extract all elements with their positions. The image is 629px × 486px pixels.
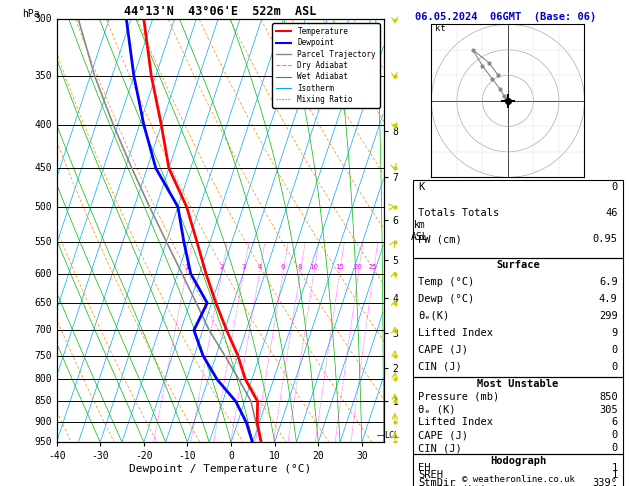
Text: 6: 6	[611, 417, 618, 428]
Text: 0: 0	[611, 345, 618, 355]
Text: 0.95: 0.95	[593, 234, 618, 244]
Text: 850: 850	[34, 397, 52, 406]
Text: 06.05.2024  06GMT  (Base: 06): 06.05.2024 06GMT (Base: 06)	[415, 12, 596, 22]
Text: CIN (J): CIN (J)	[418, 362, 462, 372]
Text: 0: 0	[611, 431, 618, 440]
Text: 4: 4	[257, 264, 262, 270]
Text: 6: 6	[281, 264, 285, 270]
Text: 0: 0	[611, 443, 618, 453]
Text: 1: 1	[184, 264, 189, 270]
Text: θₑ(K): θₑ(K)	[418, 311, 450, 321]
Text: 900: 900	[34, 417, 52, 427]
Text: Lifted Index: Lifted Index	[418, 328, 493, 338]
Text: StmSpd (kt): StmSpd (kt)	[418, 485, 487, 486]
Text: 15: 15	[335, 264, 344, 270]
Text: 400: 400	[34, 120, 52, 130]
Text: 1: 1	[611, 485, 618, 486]
Y-axis label: km
ASL: km ASL	[411, 220, 428, 242]
Text: 2: 2	[220, 264, 224, 270]
Text: CIN (J): CIN (J)	[418, 443, 462, 453]
Text: 20: 20	[354, 264, 363, 270]
Text: 1: 1	[611, 470, 618, 481]
Text: 305: 305	[599, 404, 618, 415]
Text: Dewp (°C): Dewp (°C)	[418, 294, 474, 304]
Text: Surface: Surface	[496, 260, 540, 270]
Text: 1: 1	[611, 463, 618, 473]
Text: 9: 9	[611, 328, 618, 338]
Text: 700: 700	[34, 325, 52, 335]
Text: Hodograph: Hodograph	[490, 456, 546, 466]
X-axis label: Dewpoint / Temperature (°C): Dewpoint / Temperature (°C)	[129, 464, 311, 474]
Text: SREH: SREH	[418, 470, 443, 481]
Text: 0: 0	[611, 182, 618, 192]
Text: LCL: LCL	[384, 431, 399, 440]
Text: 750: 750	[34, 350, 52, 361]
Text: 450: 450	[34, 163, 52, 173]
Text: StmDir: StmDir	[418, 478, 456, 486]
Text: 650: 650	[34, 298, 52, 308]
Text: 299: 299	[599, 311, 618, 321]
Text: 850: 850	[599, 392, 618, 401]
Text: Temp (°C): Temp (°C)	[418, 277, 474, 287]
Text: © weatheronline.co.uk: © weatheronline.co.uk	[462, 474, 574, 484]
Text: CAPE (J): CAPE (J)	[418, 431, 468, 440]
Text: K: K	[418, 182, 425, 192]
Text: 550: 550	[34, 237, 52, 247]
Text: CAPE (J): CAPE (J)	[418, 345, 468, 355]
Title: 44°13'N  43°06'E  522m  ASL: 44°13'N 43°06'E 522m ASL	[124, 5, 316, 18]
Text: 339°: 339°	[593, 478, 618, 486]
Text: PW (cm): PW (cm)	[418, 234, 462, 244]
Text: hPa: hPa	[21, 9, 39, 19]
Text: 300: 300	[34, 15, 52, 24]
Text: 500: 500	[34, 202, 52, 212]
Text: 600: 600	[34, 269, 52, 278]
Text: 8: 8	[298, 264, 303, 270]
Text: 46: 46	[605, 208, 618, 218]
Text: θₑ (K): θₑ (K)	[418, 404, 456, 415]
Text: 0: 0	[611, 362, 618, 372]
Text: 10: 10	[309, 264, 318, 270]
Text: 4.9: 4.9	[599, 294, 618, 304]
Text: 6.9: 6.9	[599, 277, 618, 287]
Text: kt: kt	[435, 24, 445, 33]
Text: 25: 25	[369, 264, 378, 270]
Text: 800: 800	[34, 374, 52, 384]
Text: Pressure (mb): Pressure (mb)	[418, 392, 499, 401]
Text: 350: 350	[34, 71, 52, 81]
Text: Totals Totals: Totals Totals	[418, 208, 499, 218]
Legend: Temperature, Dewpoint, Parcel Trajectory, Dry Adiabat, Wet Adiabat, Isotherm, Mi: Temperature, Dewpoint, Parcel Trajectory…	[272, 23, 380, 107]
Text: 950: 950	[34, 437, 52, 447]
Text: EH: EH	[418, 463, 431, 473]
Text: Lifted Index: Lifted Index	[418, 417, 493, 428]
Text: Most Unstable: Most Unstable	[477, 379, 559, 389]
Text: 3: 3	[241, 264, 245, 270]
